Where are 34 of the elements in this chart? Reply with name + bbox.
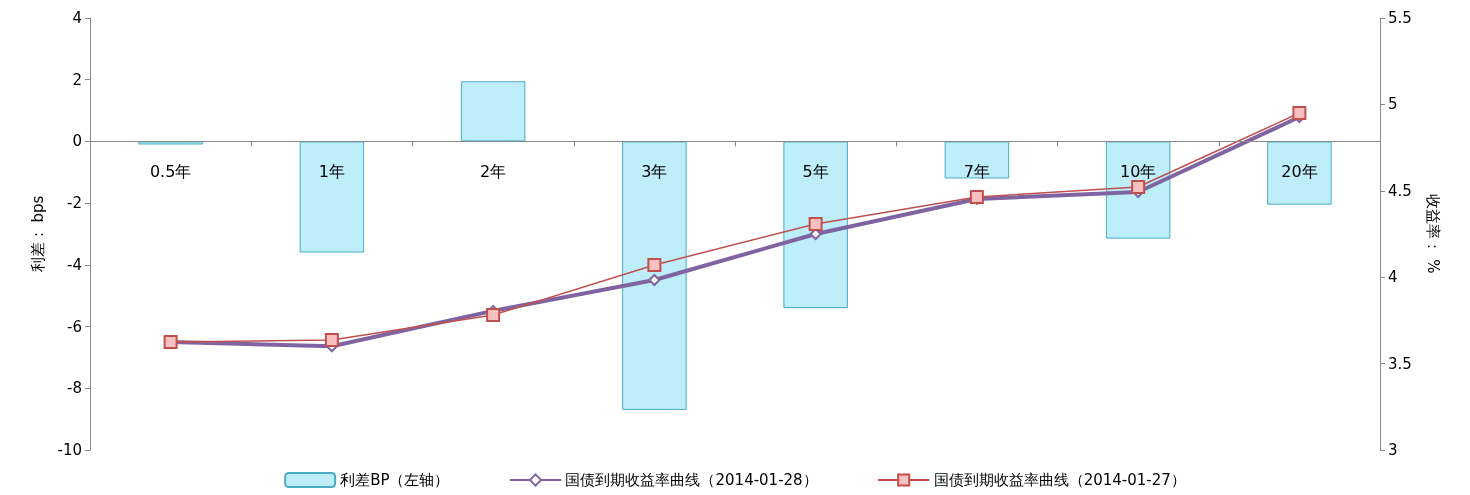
y2-axis-title: 收益率： %: [1423, 194, 1442, 274]
y-tick-label: 0: [72, 132, 82, 151]
y-tick-label: -4: [67, 255, 82, 274]
y2-tick-label: 4: [1388, 268, 1398, 287]
x-tick-label: 20年: [1281, 161, 1318, 181]
y2-tick-label: 5: [1388, 95, 1398, 114]
point: [1292, 106, 1307, 121]
x-tick-label: 1年: [318, 161, 345, 181]
y-tick-label: 2: [72, 70, 82, 89]
y2-tick-label: 5.5: [1388, 9, 1412, 27]
x-tick-label: 5年: [802, 161, 829, 181]
point: [808, 216, 823, 231]
x-tick-label: 7年: [963, 161, 990, 181]
y2-tick-label: 4.5: [1388, 181, 1412, 200]
x-tick-label: 10年: [1119, 161, 1157, 181]
y-axis-title: 利差： bps: [28, 195, 47, 273]
y-tick-label: -6: [67, 317, 82, 336]
point: [647, 257, 662, 272]
x-tick-label: 2年: [480, 161, 507, 181]
y-tick-label: -8: [67, 379, 82, 398]
point: [486, 308, 501, 323]
y-tick-label: 4: [72, 9, 82, 27]
y2-tick-label: 3.5: [1388, 354, 1412, 373]
point: [1131, 180, 1146, 194]
y-tick-label: -2: [67, 194, 82, 213]
point: [324, 332, 339, 347]
legend-label: 利差BP（左轴）: [340, 471, 450, 489]
legend-label: 国债到期收益率曲线（2014-01-28）: [565, 471, 818, 489]
legend-label: 国债到期收益率曲线（2014-01-27）: [933, 471, 1186, 489]
y2-tick-label: 3: [1388, 441, 1398, 459]
x-tick-label: 3年: [641, 161, 668, 181]
point: [648, 273, 661, 286]
y-tick-label: -10: [57, 441, 82, 459]
x-tick-label: 0.5年: [149, 161, 192, 181]
